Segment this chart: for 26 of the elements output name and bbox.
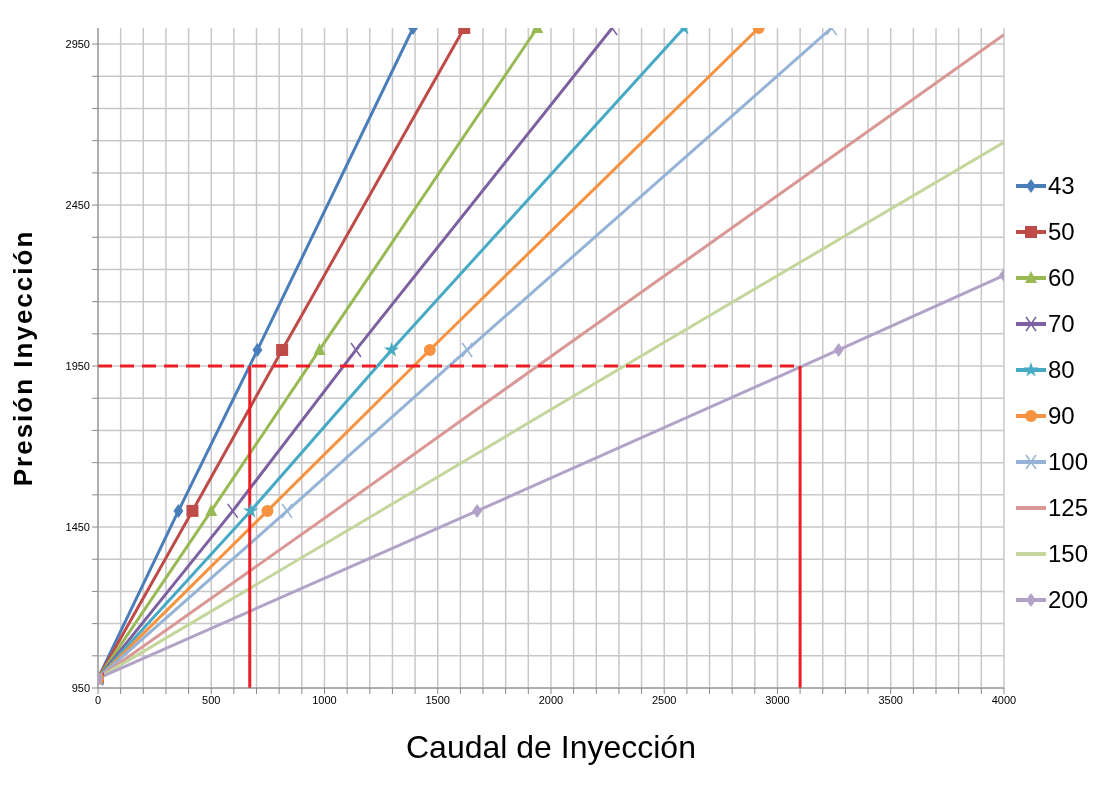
y-tick-label: 950 bbox=[71, 681, 90, 694]
x-tick-label: 3000 bbox=[765, 693, 790, 706]
y-tick-label: 2950 bbox=[65, 38, 90, 50]
y-tick-label: 2450 bbox=[65, 198, 90, 211]
legend-label: 43 bbox=[1047, 172, 1075, 200]
x-tick-label: 2500 bbox=[651, 693, 677, 706]
legend-label: 90 bbox=[1047, 402, 1075, 430]
y-axis-title: Presión Inyección bbox=[8, 229, 39, 487]
legend-label: 200 bbox=[1047, 586, 1088, 614]
x-tick-label: 1500 bbox=[425, 693, 450, 706]
x-axis-title: Caudal de Inyección bbox=[405, 729, 696, 765]
legend-label: 125 bbox=[1047, 494, 1088, 522]
x-tick-label: 1000 bbox=[312, 693, 337, 706]
legend-label: 60 bbox=[1047, 264, 1075, 292]
y-tick-label: 1950 bbox=[65, 359, 90, 372]
legend-label: 100 bbox=[1047, 448, 1088, 476]
y-tick-label: 1450 bbox=[65, 520, 90, 533]
x-tick-label: 2000 bbox=[538, 693, 564, 706]
legend-label: 50 bbox=[1047, 218, 1075, 246]
x-tick-label: 3500 bbox=[878, 693, 903, 706]
legend-label: 80 bbox=[1047, 356, 1075, 384]
x-tick-label: 4000 bbox=[991, 693, 1017, 706]
x-tick-label: 0 bbox=[94, 693, 102, 706]
legend-label: 150 bbox=[1047, 540, 1088, 568]
x-tick-label: 500 bbox=[202, 693, 221, 706]
legend-label: 70 bbox=[1047, 310, 1075, 338]
